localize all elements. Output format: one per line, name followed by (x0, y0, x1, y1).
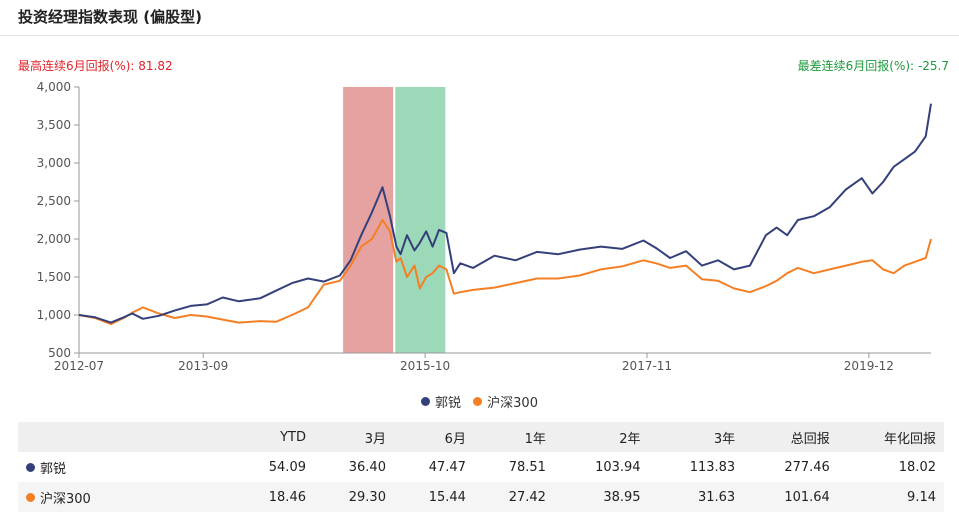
row-dot-manager (26, 462, 35, 472)
legend-item-manager[interactable]: 郭锐 (421, 392, 461, 411)
legend-label-manager: 郭锐 (435, 396, 462, 411)
y-tick-label: 500 (48, 346, 71, 360)
y-tick-label: 1,000 (37, 308, 71, 322)
table-cell: 78.51 (508, 459, 546, 475)
row-name-index: 沪深300 (40, 491, 91, 507)
table-header-row: YTD 3月 6月 1年 2年 3年 总回报 年化回报 (18, 422, 944, 452)
row-name-cell: 沪深300 (18, 482, 234, 512)
table-cell: 18.46 (268, 489, 306, 505)
table-cell: 113.83 (689, 459, 736, 475)
worst-6m-label: 最差连续6月回报(%): (797, 59, 915, 73)
y-tick-label: 2,000 (37, 232, 71, 246)
x-tick-label: 2019-12 (844, 359, 894, 373)
header-cell-total: 总回报 (790, 431, 830, 447)
table-cell: 18.02 (898, 459, 936, 475)
best-6m-label: 最高连续6月回报(%): (18, 59, 135, 73)
legend-dot-manager (421, 397, 430, 406)
header-cell-3y: 3年 (713, 431, 736, 447)
x-tick-label: 2013-09 (178, 359, 228, 373)
table-row: 郭锐 54.09 36.40 47.47 78.51 103.94 113.83… (18, 452, 944, 482)
header-cell-2y: 2年 (619, 431, 641, 447)
y-tick-label: 3,000 (37, 156, 71, 170)
best-6m-value: 81.82 (138, 59, 173, 73)
page-title: 投资经理指数表现 (偏股型) (18, 8, 202, 26)
table-cell: 101.64 (784, 489, 830, 505)
header-cell-name (18, 422, 234, 452)
legend-label-index: 沪深300 (487, 396, 538, 411)
x-tick-label: 2017-11 (622, 359, 672, 373)
table-cell: 54.09 (268, 459, 306, 475)
row-dot-index (26, 492, 35, 502)
table-row: 沪深300 18.46 29.30 15.44 27.42 38.95 31.6… (18, 482, 944, 512)
series-line-manager (78, 103, 932, 324)
table-cell: 47.47 (428, 459, 466, 475)
table-cell: 38.95 (603, 489, 641, 505)
table-cell: 15.44 (428, 489, 466, 505)
y-tick-label: 2,500 (37, 194, 71, 208)
row-name-cell: 郭锐 (18, 452, 234, 482)
x-tick-label: 2015-10 (400, 359, 450, 373)
table-cell: 36.40 (348, 459, 386, 475)
table-cell: 9.14 (907, 489, 936, 505)
chart-legend: 郭锐 沪深300 (0, 392, 959, 411)
header-cell-1y: 1年 (524, 431, 546, 447)
best-6m-return: 最高连续6月回报(%): 81.82 (18, 57, 173, 74)
header-cell-6m: 6月 (444, 431, 466, 447)
x-tick-label: 2012-07 (54, 359, 104, 373)
header-cell-ytd: YTD (280, 429, 306, 445)
y-tick-label: 3,500 (37, 118, 71, 132)
table-cell: 277.46 (784, 459, 830, 475)
table-cell: 29.30 (348, 489, 386, 505)
header-cell-3m: 3月 (364, 431, 386, 447)
header-cell-annual: 年化回报 (883, 431, 936, 447)
worst-6m-return: 最差连续6月回报(%): -25.7 (798, 57, 949, 74)
table-cell: 31.63 (697, 489, 736, 505)
worst-6m-value: -25.7 (917, 59, 949, 73)
title-divider (0, 35, 959, 36)
y-tick-label: 4,000 (37, 80, 71, 94)
worst-period-band (395, 87, 446, 353)
legend-dot-index (473, 397, 483, 406)
table-cell: 103.94 (595, 459, 641, 475)
performance-line-chart: 500 1,000 1,500 2,000 2,500 3,000 3,500 4,000 20… (37, 80, 932, 373)
table-cell: 27.42 (508, 489, 546, 505)
y-tick-label: 1,500 (37, 270, 71, 284)
series-line-index (78, 219, 932, 326)
legend-item-index[interactable]: 沪深300 (473, 392, 538, 411)
row-name-manager: 郭锐 (40, 461, 67, 477)
performance-table: YTD 3月 6月 1年 2年 3年 总回报 年化回报 郭锐 54.09 36.… (18, 422, 944, 512)
